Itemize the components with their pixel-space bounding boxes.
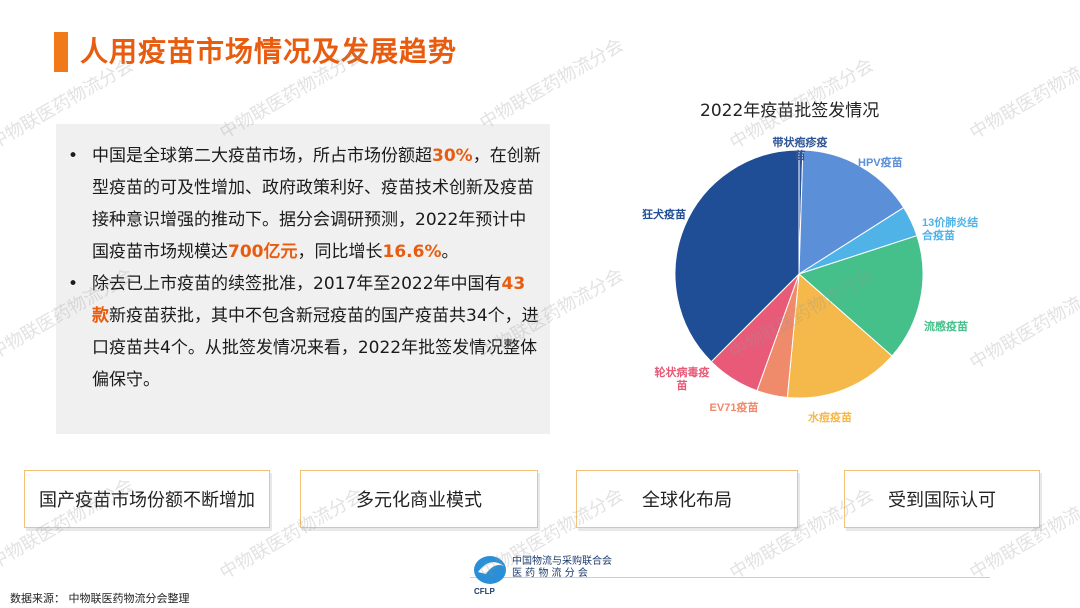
bullet-text: ，同比增长	[297, 242, 383, 262]
pie-slice-label: 轮状病毒疫苗	[655, 365, 710, 392]
bullet-text: 新疫苗获批，其中不包含新冠疫苗的国产疫苗共34个，进口疫苗共4个。从批签发情况来…	[92, 306, 539, 390]
pie-slice	[674, 149, 800, 363]
pie-slice	[786, 272, 893, 399]
pie-slice-label: 带状疱疹疫苗	[773, 135, 828, 162]
pie-slice-label: 狂犬疫苗	[642, 207, 686, 221]
highlight-value: 30%	[432, 146, 473, 166]
feature-box-recognition: 受到国际认可	[844, 470, 1040, 528]
bullet-text: 。	[441, 242, 459, 262]
page-title: 人用疫苗市场情况及发展趋势	[80, 35, 458, 68]
highlight-value: 700亿元	[228, 242, 298, 262]
highlight-value: 16.6%	[382, 242, 442, 262]
logo-line: 中国物流与采购联合会	[512, 556, 612, 567]
chart-title: 2022年疫苗批签发情况	[700, 101, 880, 121]
pie-slice-label: EV71疫苗	[710, 400, 759, 414]
feature-box-domestic-share: 国产疫苗市场份额不断增加	[24, 470, 270, 528]
footer-divider	[470, 577, 990, 578]
logo-line: 医 药 物 流 分 会	[512, 568, 588, 579]
logo-text: 中国物流与采购联合会 医 药 物 流 分 会	[512, 556, 612, 580]
svg-text:CFLP: CFLP	[474, 587, 496, 596]
highlight-value: 43款	[92, 274, 526, 326]
bullet-list: 中国是全球第二大疫苗市场，所占市场份额超30%，在创新型疫苗的可及性增加、政府政…	[64, 140, 542, 396]
bullet-item: 中国是全球第二大疫苗市场，所占市场份额超30%，在创新型疫苗的可及性增加、政府政…	[64, 140, 542, 268]
bullet-text: 除去已上市疫苗的续签批准，2017年至2022年中国有	[92, 274, 502, 294]
pie-slice-label: 13价肺炎结合疫苗	[922, 215, 978, 242]
pie-slice-label: 水痘疫苗	[808, 410, 852, 424]
pie-slice	[798, 235, 924, 357]
bullet-item: 除去已上市疫苗的续签批准，2017年至2022年中国有43款新疫苗获批，其中不包…	[64, 268, 542, 396]
feature-box-global-layout: 全球化布局	[576, 470, 798, 528]
feature-box-business-model: 多元化商业模式	[300, 470, 538, 528]
bullet-text: 中国是全球第二大疫苗市场，所占市场份额超	[92, 146, 432, 166]
bullet-text: ，在创新型疫苗的可及性增加、政府政策利好、疫苗技术创新及疫苗接种意识增强的推动下…	[92, 146, 541, 262]
pie-slice-label: HPV疫苗	[858, 155, 903, 169]
data-source-note: 数据来源： 中物联医药物流分会整理	[10, 592, 190, 605]
pie-slice-label: 流感疫苗	[924, 319, 968, 333]
title-accent-bar	[54, 32, 68, 72]
pie-slice	[798, 149, 905, 275]
cflp-logo-icon: CFLP	[474, 556, 506, 596]
